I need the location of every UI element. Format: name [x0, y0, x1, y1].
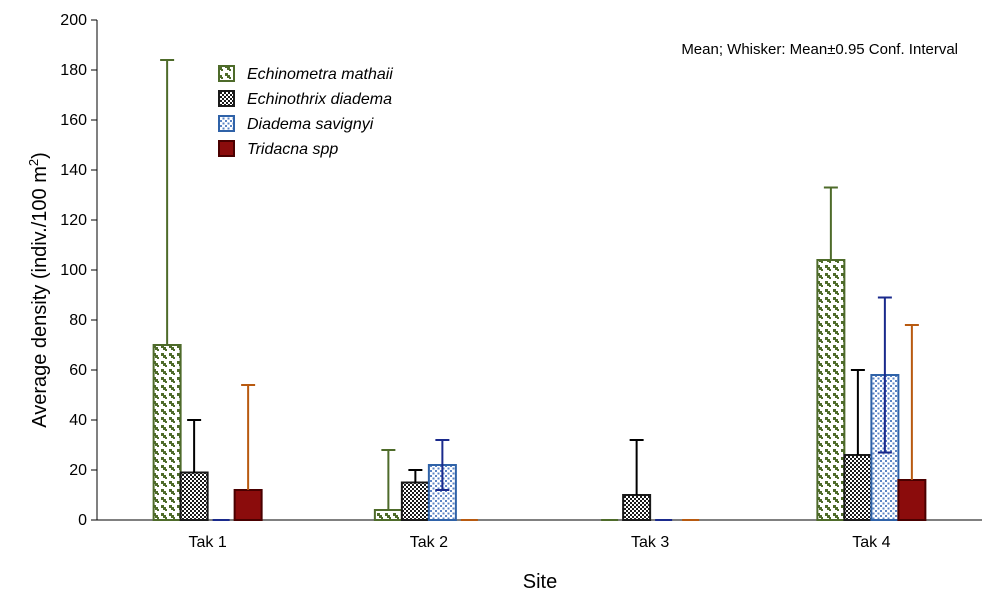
bar — [843, 454, 873, 521]
y-axis-title-main: Average density (indiv./100 m — [29, 166, 51, 428]
bar — [816, 259, 846, 521]
bar — [400, 481, 430, 521]
x-tick-label: Tak 3 — [631, 534, 669, 551]
bar — [897, 479, 927, 521]
y-tick-label: 200 — [60, 12, 87, 29]
legend-swatch — [218, 115, 235, 132]
y-axis-ticks: 0 20 40 60 80 100 120 140 160 180 200 — [60, 12, 97, 529]
bar — [179, 471, 209, 521]
y-tick-label: 80 — [69, 312, 87, 329]
bar-marks — [152, 259, 927, 521]
bar — [152, 344, 182, 521]
y-tick-label: 60 — [69, 362, 87, 379]
y-tick-label: 20 — [69, 462, 87, 479]
y-tick-label: 140 — [60, 162, 87, 179]
x-axis-title: Site — [523, 571, 557, 593]
bar — [233, 489, 263, 521]
y-tick-label: 40 — [69, 412, 87, 429]
legend-label: Echinometra mathaii — [247, 66, 393, 83]
x-tick-label: Tak 4 — [852, 534, 890, 551]
x-tick-label: Tak 2 — [410, 534, 448, 551]
x-tick-label: Tak 1 — [189, 534, 227, 551]
legend-label: Diadema savignyi — [247, 116, 374, 133]
legend-label: Echinothrix diadema — [247, 91, 392, 108]
bar — [373, 509, 403, 521]
y-axis-title-close: ) — [29, 152, 51, 159]
legend-swatch — [218, 140, 235, 157]
y-tick-label: 180 — [60, 62, 87, 79]
y-tick-label: 120 — [60, 212, 87, 229]
y-tick-label: 0 — [78, 512, 87, 529]
y-axis-title-superscript: 2 — [26, 159, 41, 166]
bar — [622, 494, 652, 521]
y-tick-label: 100 — [60, 262, 87, 279]
legend-swatch — [218, 90, 235, 107]
y-tick-label: 160 — [60, 112, 87, 129]
y-axis-title: Average density (indiv./100 m2) — [26, 152, 51, 428]
legend-swatch — [218, 65, 235, 82]
whisker-annotation: Mean; Whisker: Mean±0.95 Conf. Interval — [681, 41, 958, 58]
x-axis-ticks: Tak 1 Tak 2 Tak 3 Tak 4 — [189, 534, 891, 551]
error-bars — [160, 59, 919, 510]
legend-label: Tridacna spp — [247, 141, 338, 158]
legend: Echinometra mathaii Echinothrix diadema Di… — [218, 65, 393, 158]
